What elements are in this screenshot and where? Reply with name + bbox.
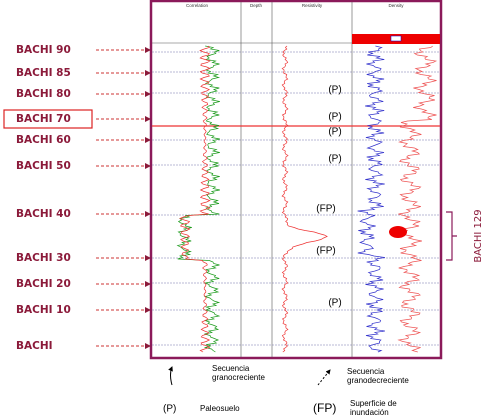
- horizon-label: BACHI 85: [16, 67, 71, 79]
- track-header: Depth: [250, 3, 263, 8]
- track-header: Density: [388, 3, 404, 8]
- horizon-label: BACHI 60: [16, 134, 71, 146]
- horizon-label: BACHI 50: [16, 160, 71, 172]
- surface-marker: (P): [328, 85, 341, 96]
- surface-marker: (P): [328, 127, 341, 138]
- log-frame: [149, 0, 443, 360]
- legend-text: granocreciente: [212, 373, 265, 382]
- surface-marker: (FP): [316, 204, 335, 215]
- label-box: [3, 109, 93, 129]
- legend: Secuencia granocreciente Secuencia grano…: [163, 364, 409, 417]
- horizon-label: BACHI 90: [16, 44, 71, 56]
- legend-text: Secuencia: [347, 367, 385, 376]
- legend-text: granodecreciente: [347, 376, 409, 385]
- log-curve: [397, 45, 438, 353]
- surface-marker: (P): [328, 154, 341, 165]
- horizon-label: BACHI 20: [16, 278, 71, 290]
- track-header: Correlation: [186, 3, 209, 8]
- surface-marker: (P): [328, 112, 341, 123]
- surface-marker: (FP): [316, 246, 335, 257]
- legend-text: Secuencia: [212, 364, 250, 373]
- bracket: [446, 211, 457, 261]
- log-curve: [176, 45, 221, 353]
- tracks: [152, 2, 440, 357]
- legend-symbol: (FP): [313, 401, 336, 415]
- legend-text: Superficie de: [350, 399, 397, 408]
- bracket-label: BACHI 129: [473, 209, 484, 262]
- horizon-label: BACHI 80: [16, 88, 71, 100]
- log-curve: [357, 45, 385, 353]
- horizon-label: BACHI 40: [16, 208, 71, 220]
- horizon-label: BACHI: [16, 340, 53, 352]
- surface-marker: (P): [328, 298, 341, 309]
- horizon-label: BACHI 10: [16, 304, 71, 316]
- legend-text: inundación: [350, 408, 389, 417]
- log-curve: [281, 45, 328, 353]
- track-header: Resistivity: [302, 3, 323, 8]
- log-curve: [179, 45, 211, 353]
- log-blob: [389, 226, 407, 238]
- horizon-label: BACHI 70: [16, 113, 71, 125]
- horizon-label: BACHI 30: [16, 252, 71, 264]
- legend-symbol: (P): [163, 404, 176, 415]
- legend-text: Paleosuelo: [200, 404, 240, 413]
